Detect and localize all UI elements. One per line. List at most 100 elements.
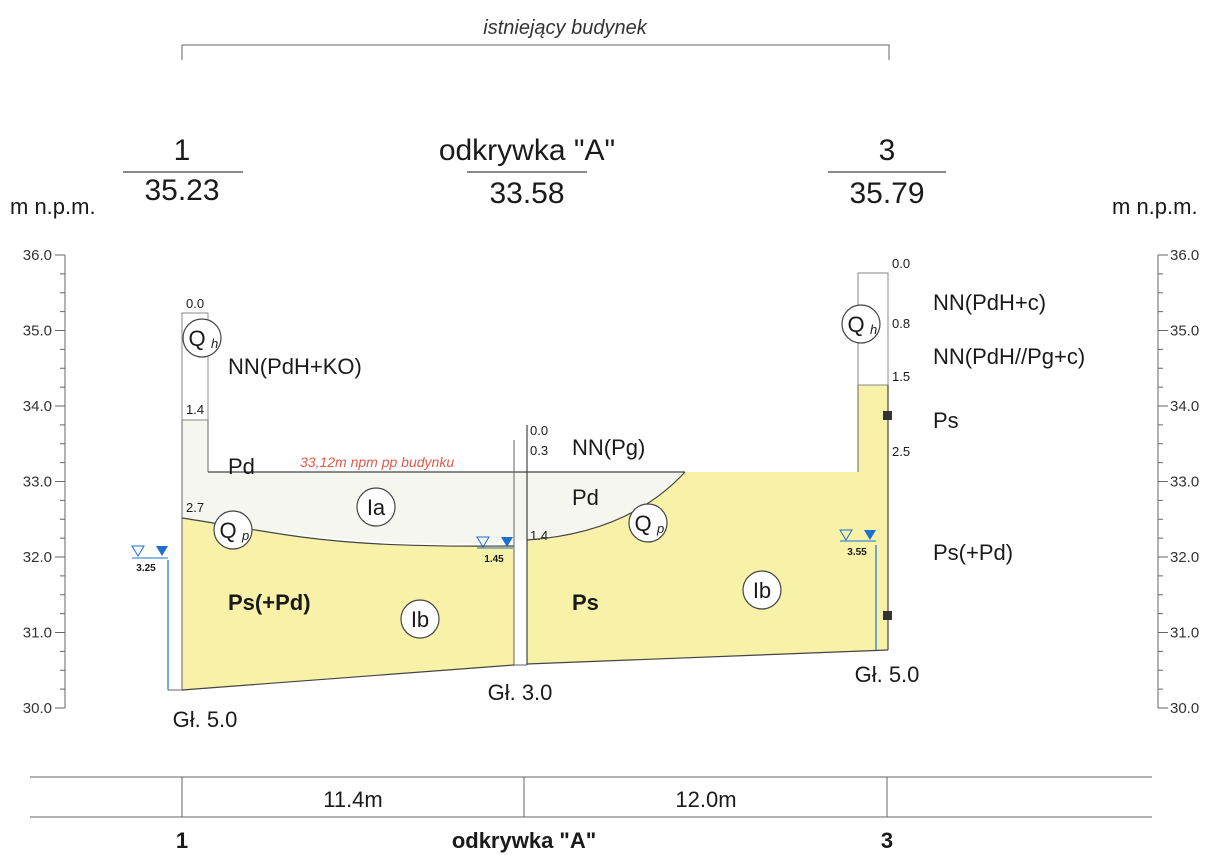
axis-tick-label: 31.0 <box>23 625 52 642</box>
depth-label: 0.8 <box>892 316 910 331</box>
axis-tick-label: 34.0 <box>1170 398 1199 415</box>
point-elevation: 35.79 <box>849 177 924 210</box>
depth-label: 1.4 <box>186 402 204 417</box>
distance-table: 11.4m 12.0m 1 odkrywka "A" 3 <box>30 776 1152 853</box>
axis-tick-label: 33.0 <box>23 474 52 491</box>
building-header: istniejący budynek <box>181 17 890 60</box>
footer-label: 1 <box>176 828 188 853</box>
water-depth: 1.45 <box>484 554 504 565</box>
qp-symbol-right: Q p <box>628 503 668 543</box>
layer-label: NN(Pg) <box>572 435 645 460</box>
depth-label: 0.3 <box>530 443 548 458</box>
sample-marker <box>883 611 892 620</box>
symbol-circle <box>841 304 881 344</box>
point-name: odkrywka "A" <box>439 134 615 167</box>
symbol-circle <box>356 487 396 527</box>
symbol-letter: Ia <box>367 495 386 520</box>
water-level-marker <box>131 545 168 559</box>
axis-tick-label: 35.0 <box>1170 323 1199 340</box>
layer-label: NN(PdH+c) <box>933 290 1046 315</box>
qh-symbol-1: Q h <box>182 318 222 358</box>
layer-label: NN(PdH+KO) <box>228 354 362 379</box>
floor-level-note: 33,12m npm pp budynku <box>300 454 454 470</box>
bottom-line-left <box>181 664 515 691</box>
soil-fills <box>182 385 888 690</box>
water-level-marker <box>476 536 513 549</box>
point-elevation: 35.23 <box>144 174 219 207</box>
pd-layer-fill <box>182 420 685 544</box>
symbol-circle <box>213 510 253 550</box>
footer-label: 3 <box>881 828 893 853</box>
point-name: 3 <box>879 134 896 167</box>
depth-label: 1.5 <box>892 369 910 384</box>
depth-total: Gł. 5.0 <box>173 707 238 732</box>
layer-label: Ps <box>572 590 599 615</box>
layer-labels: NN(PdH+KO) Pd NN(Pg) Pd NN(PdH+c) NN(PdH… <box>228 290 1085 615</box>
axis-tick-label: 34.0 <box>23 398 52 415</box>
water-filled-triangle-icon <box>501 537 513 547</box>
layer-label: Ps <box>933 408 959 433</box>
point-header-1: 1 35.23 <box>123 134 243 207</box>
layer-label: Pd <box>228 454 255 479</box>
point-elevation: 33.58 <box>489 177 564 210</box>
symbol-letter: Q <box>219 518 236 543</box>
axis-tick-label: 35.0 <box>23 323 52 340</box>
symbol-subscript: h <box>870 322 877 337</box>
point-header-a: odkrywka "A" 33.58 <box>439 134 615 210</box>
symbol-subscript: p <box>241 528 249 543</box>
symbol-circle <box>628 503 668 543</box>
symbol-letter: Q <box>634 511 651 536</box>
qh-symbol-3: Q h <box>841 304 881 344</box>
ib-symbol-right: Ib <box>742 570 782 610</box>
water-open-triangle-icon <box>839 529 853 541</box>
water-open-triangle-icon <box>131 545 145 557</box>
distance-value: 12.0m <box>675 787 736 812</box>
sand-fill-left <box>182 518 514 690</box>
sample-marker <box>883 411 892 420</box>
layer-label: Ps(+Pd) <box>933 540 1013 565</box>
bottom-line-right <box>526 649 889 665</box>
layer-label: NN(PdH//Pg+c) <box>933 344 1085 369</box>
water-filled-triangle-icon <box>864 530 876 540</box>
water-depth: 3.25 <box>136 563 156 574</box>
water-open-triangle-icon <box>476 536 490 548</box>
distance-value: 11.4m <box>323 787 383 812</box>
axis-tick-label: 32.0 <box>23 549 52 566</box>
symbol-subscript: p <box>656 521 664 536</box>
ib-symbol-left: Ib <box>400 599 440 639</box>
point-header-3: 3 35.79 <box>828 134 946 210</box>
building-bracket <box>181 44 890 60</box>
footer-label: odkrywka "A" <box>452 828 596 853</box>
symbol-letter: Q <box>188 326 205 351</box>
symbol-subscript: h <box>211 336 218 351</box>
building-label: istniejący budynek <box>483 17 647 39</box>
axis-tick-label: 30.0 <box>23 700 52 717</box>
depth-label: 1.4 <box>530 528 548 543</box>
symbol-letter: Q <box>847 312 864 337</box>
sand-fill-right <box>527 385 888 664</box>
depth-label: 2.7 <box>186 500 204 515</box>
axis-tick-label: 36.0 <box>23 247 52 264</box>
borehole-a: 0.0 0.3 1.4 1.45 Gł. 3.0 <box>476 423 552 705</box>
water-level-marker <box>839 529 876 542</box>
qp-symbol-left: Q p <box>213 510 253 550</box>
axis-tick-label: 32.0 <box>1170 549 1199 566</box>
depth-label: 0.0 <box>530 423 548 438</box>
axis-tick-label: 31.0 <box>1170 625 1199 642</box>
symbol-circle <box>400 599 440 639</box>
layer-label: Pd <box>572 485 599 510</box>
point-name: 1 <box>174 134 191 167</box>
depth-label: 0.0 <box>892 256 910 271</box>
layer-label: Ps(+Pd) <box>228 590 311 615</box>
depth-label: 0.0 <box>186 296 204 311</box>
symbol-letter: Ib <box>411 607 429 632</box>
axis-tick-label: 36.0 <box>1170 247 1199 264</box>
unit-label-right: m n.p.m. <box>1112 194 1198 219</box>
water-filled-triangle-icon <box>156 546 168 556</box>
axis-tick-label: 30.0 <box>1170 700 1199 717</box>
symbol-circle <box>182 318 222 358</box>
unit-label-left: m n.p.m. <box>10 194 96 219</box>
water-depth: 3.55 <box>847 547 867 558</box>
symbol-letter: Ib <box>753 578 771 603</box>
